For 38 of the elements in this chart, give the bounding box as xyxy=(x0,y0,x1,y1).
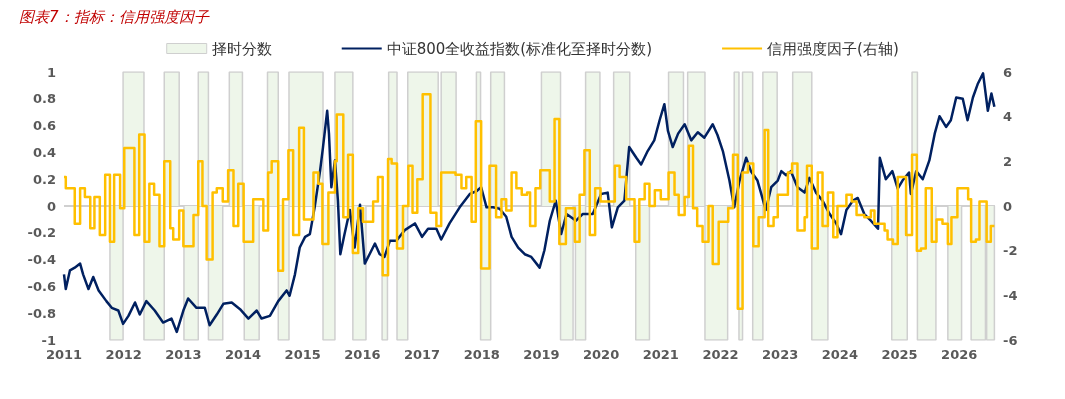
y2-tick-label: 0 xyxy=(1003,198,1013,214)
x-tick-label: 2017 xyxy=(403,347,441,362)
x-tick-label: 2012 xyxy=(105,347,142,362)
x-tick-label: 2025 xyxy=(881,347,918,362)
y2-tick-label: -4 xyxy=(1003,287,1018,303)
y-tick-label: 0 xyxy=(46,198,56,214)
x-tick-label: 2011 xyxy=(45,347,83,362)
legend-label: 信用强度因子(右轴) xyxy=(767,39,899,58)
x-tick-label: 2022 xyxy=(702,347,739,362)
y-tick-label: -0.8 xyxy=(27,305,56,321)
legend-label: 择时分数 xyxy=(211,39,272,58)
y-tick-label: 1 xyxy=(46,64,56,80)
x-tick-label: 2020 xyxy=(583,347,620,362)
x-tick-label: 2016 xyxy=(344,347,381,362)
chart-title: 图表7：指标：信用强度因子 xyxy=(19,7,210,26)
y-tick-label: -0.2 xyxy=(27,225,56,241)
x-tick-label: 2018 xyxy=(463,347,500,362)
x-tick-label: 2023 xyxy=(762,347,799,362)
y-tick-label: -0.6 xyxy=(27,278,56,294)
x-tick-label: 2026 xyxy=(941,347,978,362)
x-tick-label: 2014 xyxy=(224,347,262,362)
x-tick-label: 2015 xyxy=(284,347,321,362)
x-tick-label: 2021 xyxy=(642,347,679,362)
y2-tick-label: 6 xyxy=(1003,64,1013,80)
y-tick-label: 0.8 xyxy=(32,91,56,107)
legend-label: 中证800全收益指数(标准化至择时分数) xyxy=(386,39,653,58)
y2-tick-label: -2 xyxy=(1003,243,1018,259)
x-tick-label: 2013 xyxy=(165,347,202,362)
y-tick-label: 0.2 xyxy=(32,171,56,187)
y-tick-label: 0.6 xyxy=(32,118,56,134)
y2-tick-label: 4 xyxy=(1003,109,1013,125)
y-tick-label: -0.4 xyxy=(27,252,56,268)
x-tick-label: 2019 xyxy=(523,347,560,362)
y-tick-label: -1 xyxy=(41,332,56,348)
x-tick-label: 2024 xyxy=(821,347,858,362)
y2-tick-label: -6 xyxy=(1003,332,1018,348)
y-tick-label: 0.4 xyxy=(32,144,56,160)
y2-tick-label: 2 xyxy=(1003,153,1013,169)
